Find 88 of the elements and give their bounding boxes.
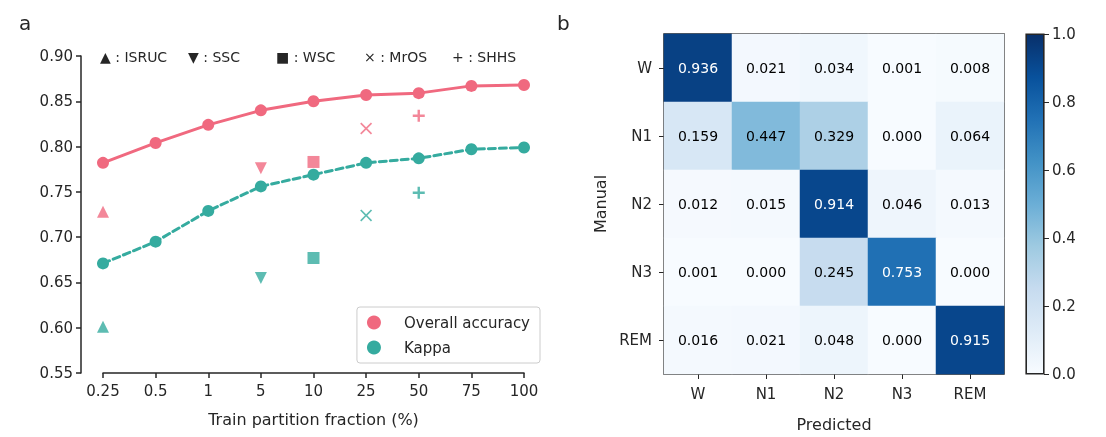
x-axis-title: Train partition fraction (%) <box>207 409 419 429</box>
data-label: 0.016 <box>677 332 719 348</box>
data-label: 0.021 <box>745 60 787 76</box>
data-label: 0.021 <box>745 332 787 348</box>
data-label: 0.048 <box>813 332 855 348</box>
point <box>202 204 215 217</box>
y-tick-label: 0.60 <box>39 318 73 337</box>
annotation: + : SHHS <box>452 49 517 65</box>
x-tick-label: 100 <box>509 381 539 400</box>
data-label: 0.000 <box>881 128 923 144</box>
data-label: 0.753 <box>881 264 923 280</box>
y-tick-label: REM <box>619 331 652 349</box>
y-tick-label: N1 <box>631 127 652 145</box>
point <box>97 257 109 270</box>
point <box>360 156 373 169</box>
y-tick-label: W <box>637 59 653 77</box>
x-tick-label: 1 <box>203 381 214 400</box>
data-label: 0.001 <box>881 60 923 76</box>
color-bar-label: 0.4 <box>1052 229 1076 247</box>
data-label: 0.447 <box>745 128 787 144</box>
point <box>412 152 425 165</box>
point <box>518 141 530 154</box>
y-axis-title: Manual <box>590 174 610 234</box>
data-label: 0.159 <box>677 128 719 144</box>
color-bar-label: 0.0 <box>1052 365 1076 383</box>
x-axis-title: Predicted <box>796 414 872 434</box>
point <box>97 156 109 169</box>
color-bar-label: 0.2 <box>1052 297 1076 315</box>
point <box>518 78 530 91</box>
legend-label: Overall accuracy <box>403 313 531 332</box>
data-label: 0.914 <box>813 196 855 212</box>
x-tick-label: 5 <box>256 381 266 400</box>
data-label: 0.012 <box>677 196 719 212</box>
point <box>307 168 320 181</box>
x-tick-label: 10 <box>303 381 324 400</box>
data-label: 0.000 <box>881 332 923 348</box>
point <box>465 79 478 92</box>
color-bar-label: 0.6 <box>1052 161 1076 179</box>
data-label: 0.064 <box>949 128 991 144</box>
data-label: 0.008 <box>949 60 991 76</box>
data-label: 0.001 <box>677 264 719 280</box>
point <box>254 180 267 193</box>
data-label: 0.015 <box>745 196 787 212</box>
point <box>202 118 215 131</box>
x-tick-label: 75 <box>461 381 481 400</box>
y-tick-label: N3 <box>631 263 652 281</box>
point <box>254 104 267 117</box>
y-tick-label: 0.90 <box>39 47 73 65</box>
chart-title: a <box>19 11 32 35</box>
y-tick-label: 0.70 <box>39 228 73 247</box>
point <box>149 136 162 149</box>
point <box>412 87 425 100</box>
data-label: 0.936 <box>677 60 719 76</box>
legend-label: Kappa <box>403 338 451 357</box>
annotation: ■ : WSC <box>276 49 336 65</box>
y-tick-label: 0.80 <box>39 137 73 156</box>
color-bar-label: 0.8 <box>1052 93 1076 111</box>
x-tick-label: 25 <box>356 381 376 400</box>
point <box>465 143 478 156</box>
data-label: 0.915 <box>949 332 991 348</box>
chart-title: b <box>557 11 570 35</box>
y-tick-label: 0.55 <box>39 364 73 382</box>
x-tick-label: REM <box>953 384 987 403</box>
annotation: × : MrOS <box>364 49 428 65</box>
x-tick-label: N1 <box>755 384 777 403</box>
data-label: 0.329 <box>813 128 855 144</box>
x-tick-label: N3 <box>891 384 913 403</box>
y-tick-label: 0.65 <box>39 273 73 292</box>
x-tick-label: 0.25 <box>86 381 120 400</box>
color-bar-label: 1.0 <box>1052 25 1076 43</box>
y-tick-label: 0.75 <box>39 182 73 201</box>
point <box>149 235 162 248</box>
data-label: 0.013 <box>949 196 991 212</box>
data-label: 0.000 <box>745 264 787 280</box>
x-tick-label: 0.5 <box>143 381 168 400</box>
annotation: ▼ : SSC <box>188 49 241 65</box>
point <box>360 88 373 101</box>
point <box>307 95 320 108</box>
x-tick-label: 50 <box>409 381 429 400</box>
data-label: 0.000 <box>949 264 991 280</box>
y-tick-label: 0.85 <box>39 92 73 111</box>
data-label: 0.046 <box>881 196 923 212</box>
x-tick-label: W <box>690 384 706 403</box>
annotation: ▲ : ISRUC <box>100 49 168 65</box>
y-tick-label: N2 <box>631 195 652 213</box>
data-label: 0.034 <box>813 60 855 76</box>
x-tick-label: N2 <box>823 384 845 403</box>
data-label: 0.245 <box>813 264 855 280</box>
